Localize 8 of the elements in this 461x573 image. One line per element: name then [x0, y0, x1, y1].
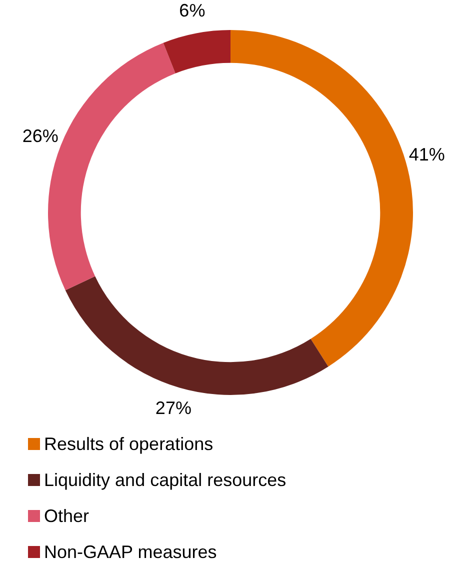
legend-label: Results of operations: [44, 434, 214, 454]
data-label: 6%: [179, 0, 206, 21]
legend-label: Liquidity and capital resources: [44, 470, 286, 490]
data-label: 26%: [22, 126, 58, 146]
legend-label: Other: [44, 506, 90, 526]
data-label: 27%: [155, 398, 192, 418]
data-label: 41%: [408, 144, 445, 164]
legend-label: Non-GAAP measures: [44, 542, 217, 562]
